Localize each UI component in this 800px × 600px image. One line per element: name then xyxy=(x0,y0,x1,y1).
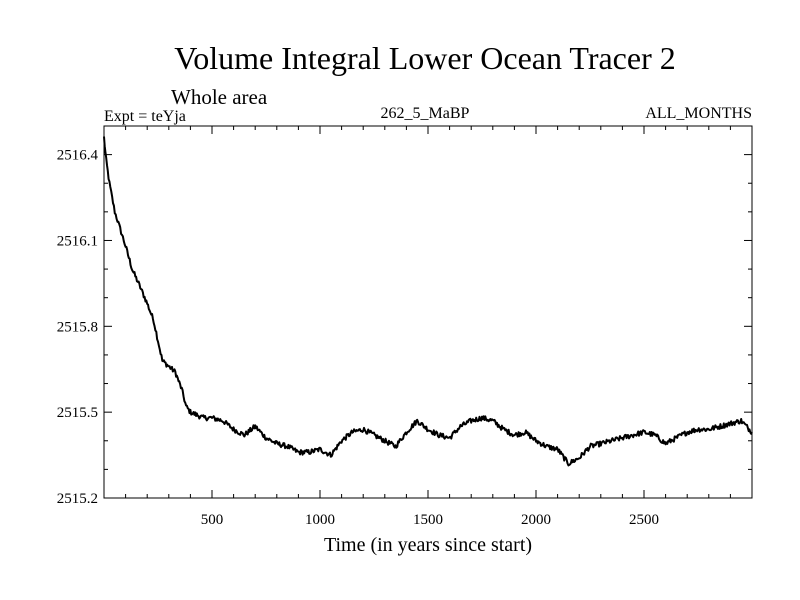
chart-subtitle: Whole area xyxy=(171,85,268,109)
y-tick-label: 2516.1 xyxy=(57,233,98,249)
x-tick-label: 500 xyxy=(201,512,224,528)
y-tick-label: 2516.4 xyxy=(57,148,99,164)
months-label: ALL_MONTHS xyxy=(645,105,752,122)
experiment-label: Expt = teYja xyxy=(104,108,186,125)
chart-title: Volume Integral Lower Ocean Tracer 2 xyxy=(174,40,675,76)
x-tick-label: 1000 xyxy=(305,512,335,528)
x-tick-label: 2000 xyxy=(521,512,551,528)
x-tick-label: 1500 xyxy=(413,512,443,528)
series-line xyxy=(103,136,753,467)
y-tick-label: 2515.5 xyxy=(57,405,98,421)
plot-frame xyxy=(103,125,753,499)
y-axis-ticks: 2515.2 2515.5 2515.8 2516.1 2516.4 xyxy=(57,148,752,507)
x-axis-ticks: 500 1000 1500 2000 2500 xyxy=(125,126,731,528)
period-label: 262_5_MaBP xyxy=(381,105,470,122)
y-tick-label: 2515.2 xyxy=(57,491,98,507)
x-tick-label: 2500 xyxy=(629,512,659,528)
x-axis-label: Time (in years since start) xyxy=(324,534,532,556)
y-tick-label: 2515.8 xyxy=(57,319,98,335)
